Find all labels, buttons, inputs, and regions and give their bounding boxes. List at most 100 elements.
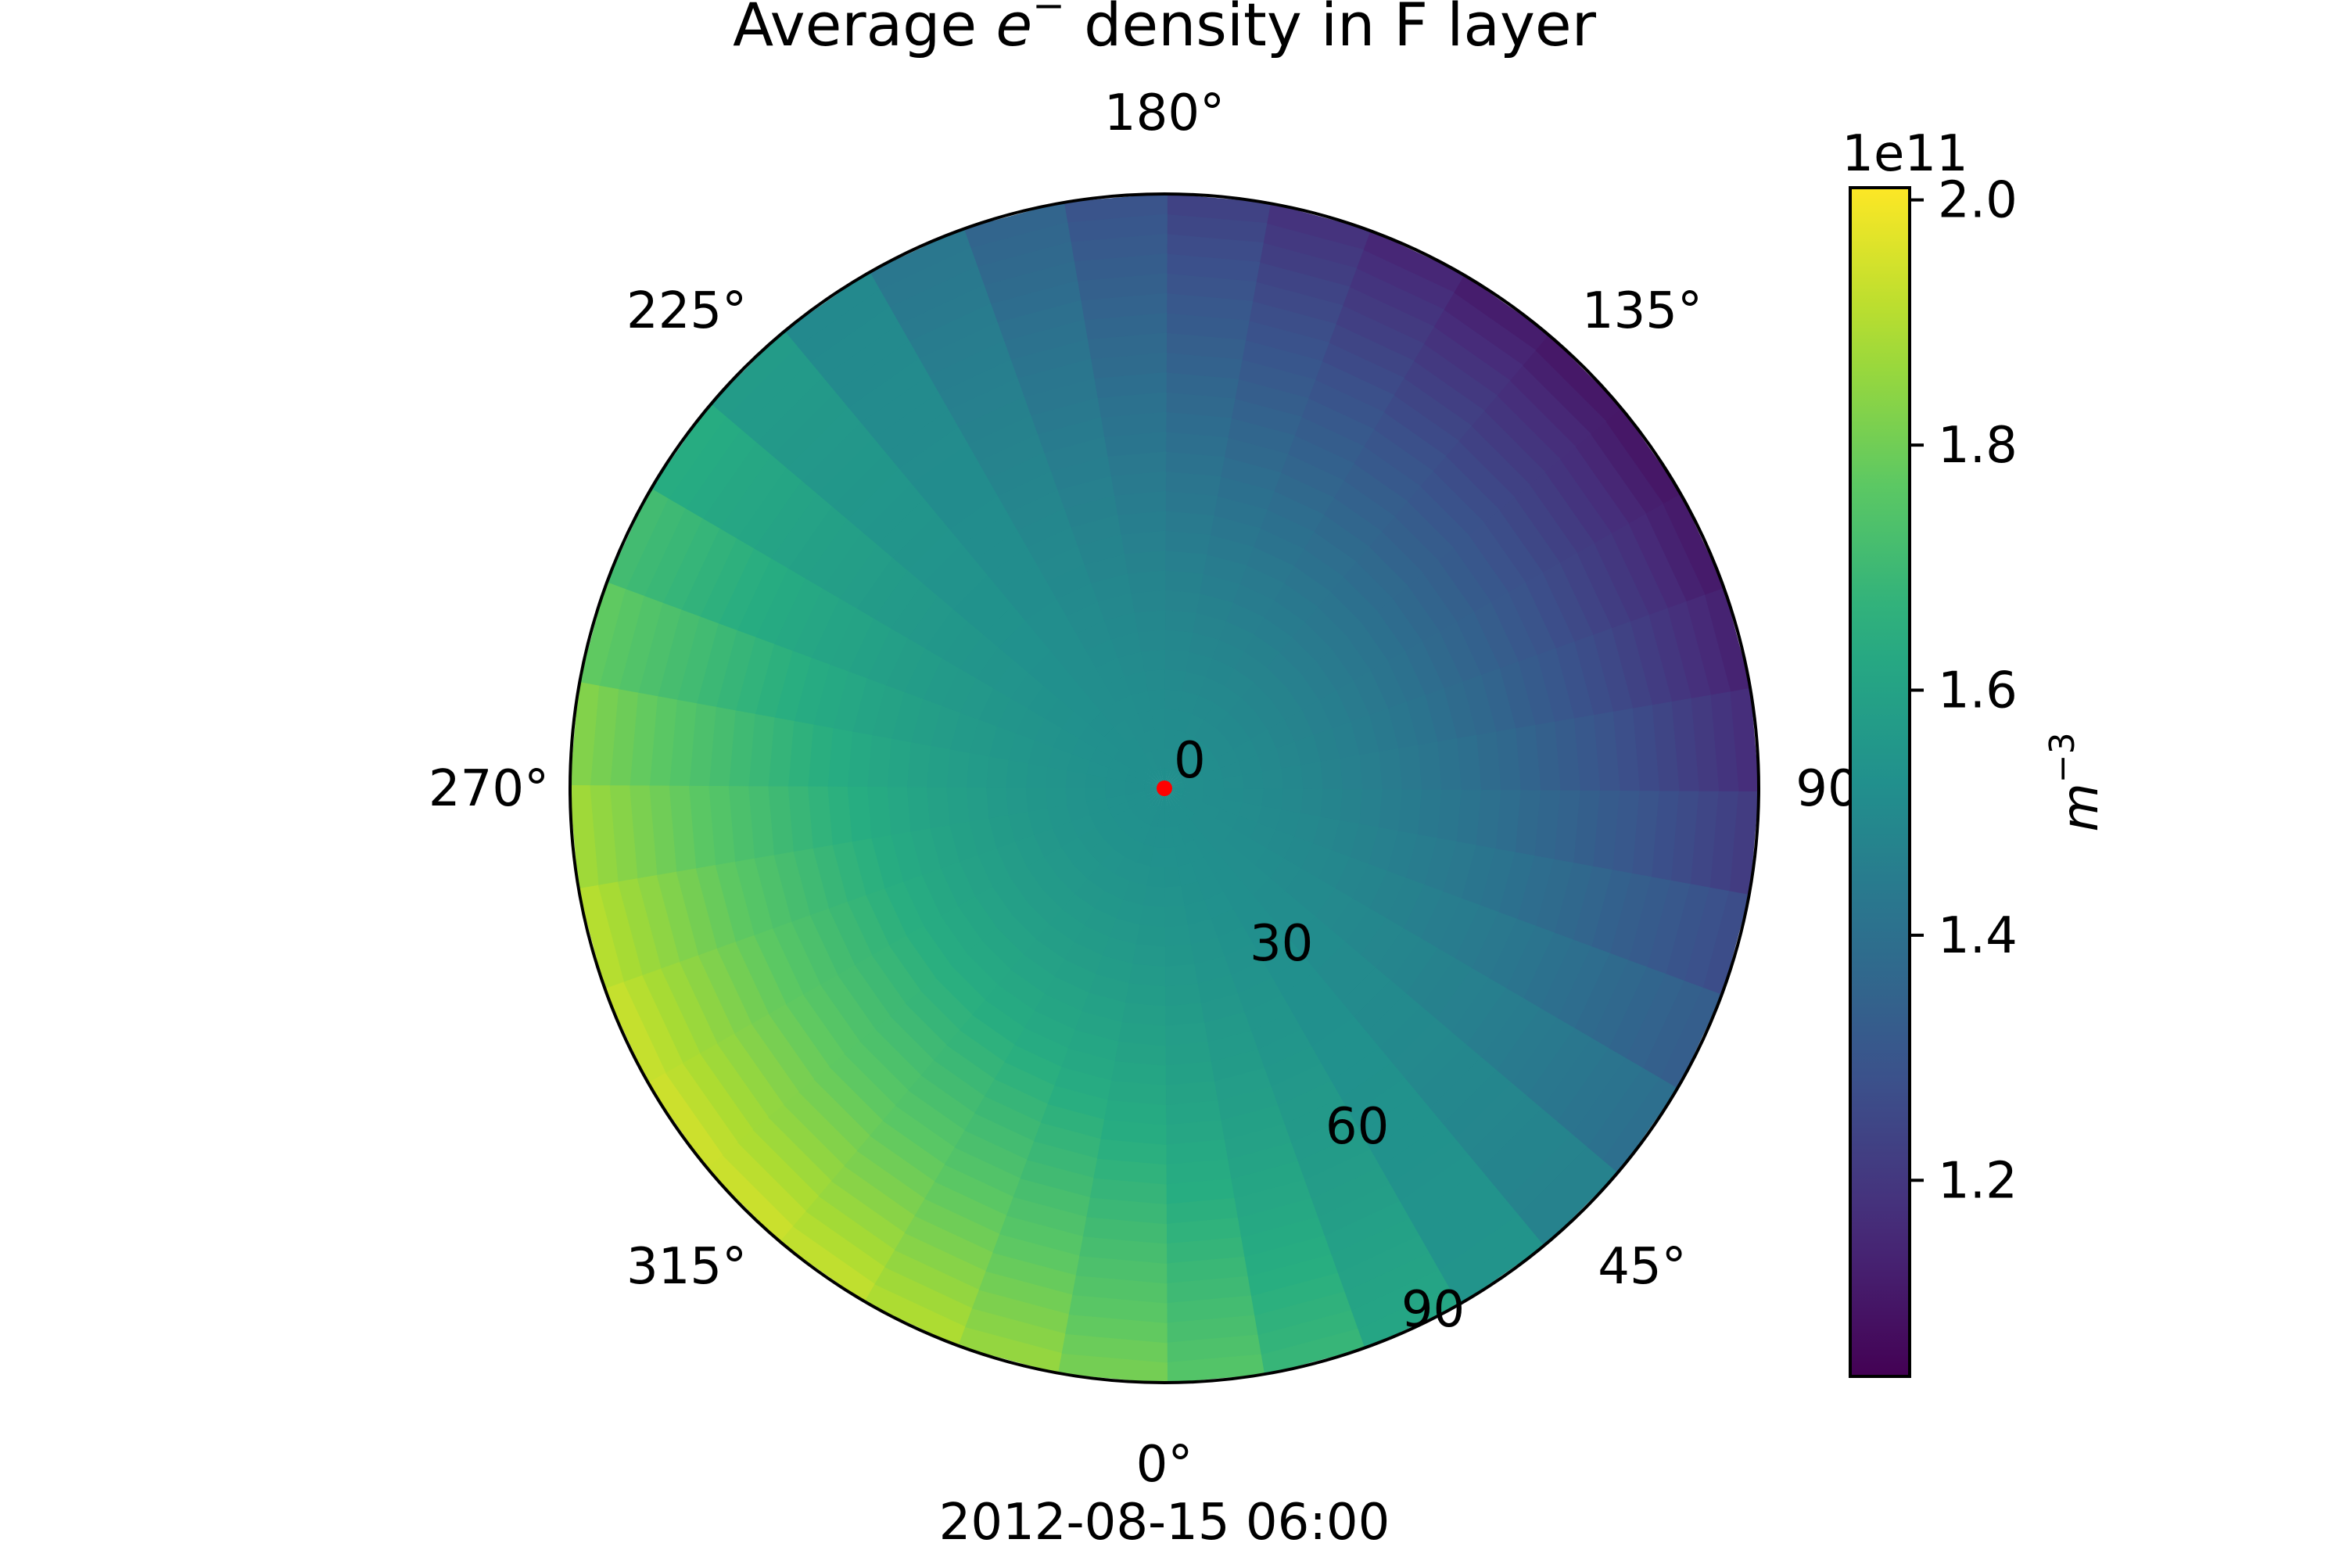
heatmap-cell [886,787,911,838]
heatmap-cell [1380,392,1460,456]
heatmap-cell [1182,774,1204,785]
heatmap-cell [843,357,929,426]
heatmap-cell [1125,791,1146,802]
heatmap-cell [1290,914,1333,957]
heatmap-cell [817,1181,909,1254]
heatmap-cell [1632,699,1661,791]
heatmap-cell [1202,727,1226,751]
heatmap-cell [716,1033,787,1122]
heatmap-cell [1178,690,1200,714]
heatmap-cell [1026,1141,1101,1180]
heatmap-cell [1587,1063,1665,1161]
heatmap-cell [1143,729,1158,752]
heatmap-cell [827,608,874,675]
heatmap-cell [921,868,960,919]
heatmap-cell [1103,1100,1167,1126]
heatmap-cell [1177,801,1196,820]
heatmap-cell [1074,878,1106,910]
heatmap-cell [1406,945,1458,1007]
heatmap-cell [864,1284,971,1349]
heatmap-cell [1146,866,1165,888]
heatmap-cell [734,637,775,719]
heatmap-cell [1481,505,1544,583]
heatmap-cell [1282,969,1332,1013]
heatmap-cell [1044,976,1092,1014]
heatmap-cell [1134,822,1151,845]
heatmap-cell [1241,1215,1330,1258]
heatmap-cell [1572,1053,1648,1148]
heatmap-cell [805,1196,900,1272]
heatmap-cell [1261,201,1372,249]
heatmap-cell [1495,724,1522,791]
heatmap-cell [787,720,814,791]
heatmap-cell [894,284,991,344]
heatmap-cell [1290,619,1333,662]
heatmap-cell [1161,1217,1247,1245]
heatmap-cell [1341,965,1394,1018]
heatmap-cell [1224,1122,1296,1161]
heatmap-cell [1512,480,1578,563]
heatmap-cell [1573,861,1615,947]
heatmap-cell [1320,756,1343,790]
heatmap-cell [1187,631,1220,658]
heatmap-cell [1437,787,1462,842]
heatmap-cell [1301,529,1358,577]
heatmap-cell [1009,867,1044,905]
heatmap-cell [809,908,857,979]
heatmap-cell [1304,605,1348,649]
heatmap-cell [1194,808,1217,827]
heatmap-cell [923,916,968,969]
heatmap-cell [1244,993,1295,1032]
heatmap-cell [1572,429,1648,524]
heatmap-cell [1498,848,1537,920]
heatmap-cell [1023,598,1067,637]
heatmap-cell [902,648,942,701]
heatmap-cell [1189,741,1211,763]
heatmap-cell [971,529,1028,577]
heatmap-cell [1161,332,1247,360]
heatmap-cell [977,848,1011,889]
heatmap-cell [772,578,823,655]
heatmap-cell [1436,964,1492,1032]
heatmap-cell [1418,738,1443,790]
heatmap-cell [1284,432,1355,481]
heatmap-cell [1179,798,1200,815]
heatmap-cell [913,1198,1005,1256]
heatmap-cell [1231,1160,1309,1200]
heatmap-cell [1135,629,1166,652]
heatmap-cell [843,467,912,536]
heatmap-cell [1390,935,1440,994]
heatmap-cell [939,861,977,909]
heatmap-cell [1179,762,1200,779]
heatmap-cell [1354,978,1409,1033]
heatmap-cell [1103,826,1127,850]
heatmap-cell [1462,841,1498,906]
heatmap-cell [1187,918,1220,945]
heatmap-cell [1703,581,1752,692]
heatmap-cell [1104,777,1126,789]
heatmap-cell [1026,396,1101,436]
heatmap-cell [1558,942,1613,1029]
heatmap-cell [1024,788,1048,813]
heatmap-cell [1316,589,1364,637]
heatmap-cell [1164,708,1179,730]
heatmap-cell [1437,734,1462,790]
heatmap-cell [1284,708,1315,742]
heatmap-cell [1253,666,1287,700]
heatmap-cell [1134,731,1151,755]
heatmap-cell [1251,526,1305,566]
heatmap-cell [1554,786,1581,863]
heatmap-cell [1162,1119,1229,1146]
heatmap-cell [1278,635,1318,675]
heatmap-cell [1125,736,1145,759]
heatmap-cell [1480,664,1517,732]
heatmap-cell [1163,510,1214,535]
polar-axis-outline [569,192,1760,1384]
heatmap-cell [950,574,1000,624]
heatmap-cell [1220,760,1243,779]
heatmap-cell [753,568,805,648]
heatmap-cell [945,1030,1008,1082]
heatmap-cell [1376,595,1423,651]
heatmap-cell [1162,1178,1239,1205]
heatmap-cell [963,1113,1038,1162]
